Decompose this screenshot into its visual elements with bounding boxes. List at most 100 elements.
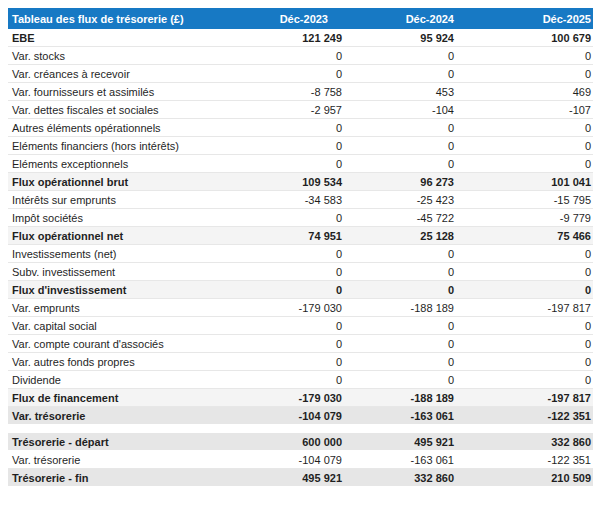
cell-value: -107: [456, 104, 593, 116]
row-label: Subv. investissement: [8, 266, 242, 278]
row-label: Var. trésorerie: [8, 410, 242, 422]
cell-value: 0: [242, 140, 344, 152]
cell-value: -163 061: [344, 410, 456, 422]
row-label: Var. emprunts: [8, 302, 242, 314]
cell-value: 74 951: [242, 230, 344, 242]
cell-value: 0: [344, 122, 456, 134]
row-label: Flux opérationnel net: [8, 230, 242, 242]
table-row: Investissements (net)000: [8, 245, 593, 263]
cashflow-table-body: EBE121 24995 924100 679Var. stocks000Var…: [8, 29, 593, 487]
row-label: Flux de financement: [8, 392, 242, 404]
row-label: Trésorerie - départ: [8, 436, 242, 448]
cell-value: 0: [242, 50, 344, 62]
cell-value: -104: [344, 104, 456, 116]
table-row: Intérêts sur emprunts-34 583-25 423-15 7…: [8, 191, 593, 209]
cell-value: 0: [344, 266, 456, 278]
cell-value: 0: [344, 158, 456, 170]
table-row: Flux d'investissement000: [8, 281, 593, 299]
cell-value: 0: [242, 158, 344, 170]
row-label: Autres éléments opérationnels: [8, 122, 242, 134]
cell-value: 0: [344, 140, 456, 152]
row-label: Investissements (net): [8, 248, 242, 260]
cell-value: 0: [456, 122, 593, 134]
cell-value: 0: [456, 374, 593, 386]
table-row: Var. emprunts-179 030-188 189-197 817: [8, 299, 593, 317]
table-row: Var. capital social000: [8, 317, 593, 335]
cell-value: 0: [456, 50, 593, 62]
cashflow-table: Tableau des flux de trésorerie (£) Déc-2…: [8, 8, 593, 487]
cell-value: 0: [242, 356, 344, 368]
cell-value: -188 189: [344, 302, 456, 314]
cell-value: 0: [242, 248, 344, 260]
cell-value: 0: [456, 248, 593, 260]
table-row: Var. dettes fiscales et sociales-2 957-1…: [8, 101, 593, 119]
cell-value: 0: [242, 374, 344, 386]
table-title: Tableau des flux de trésorerie (£): [8, 13, 242, 25]
cell-value: 0: [456, 320, 593, 332]
cell-value: 0: [242, 338, 344, 350]
cell-value: -104 079: [242, 454, 344, 466]
cell-value: -163 061: [344, 454, 456, 466]
table-row: Var. compte courant d'associés000: [8, 335, 593, 353]
cell-value: -197 817: [456, 392, 593, 404]
cell-value: 0: [344, 356, 456, 368]
cell-value: 0: [242, 320, 344, 332]
column-header-dec-2024: Déc-2024: [344, 13, 456, 25]
table-row: Impôt sociétés0-45 722-9 779: [8, 209, 593, 227]
table-row: Flux opérationnel net74 95125 12875 466: [8, 227, 593, 245]
row-label: Var. trésorerie: [8, 454, 242, 466]
table-row: Flux opérationnel brut109 53496 273101 0…: [8, 173, 593, 191]
row-label: Var. créances à recevoir: [8, 68, 242, 80]
cell-value: -8 758: [242, 86, 344, 98]
column-header-dec-2023: Déc-2023: [242, 13, 344, 25]
row-label: Flux d'investissement: [8, 284, 242, 296]
cell-value: 0: [344, 248, 456, 260]
table-row: Var. trésorerie-104 079-163 061-122 351: [8, 407, 593, 425]
table-row: Trésorerie - fin495 921332 860210 509: [8, 469, 593, 487]
cell-value: 332 860: [456, 436, 593, 448]
cell-value: 0: [344, 374, 456, 386]
cell-value: 0: [344, 50, 456, 62]
cell-value: 495 921: [344, 436, 456, 448]
row-label: Var. fournisseurs et assimilés: [8, 86, 242, 98]
cell-value: -179 030: [242, 392, 344, 404]
cell-value: -104 079: [242, 410, 344, 422]
cell-value: -188 189: [344, 392, 456, 404]
table-row: Subv. investissement000: [8, 263, 593, 281]
cell-value: 0: [344, 338, 456, 350]
cell-value: -122 351: [456, 454, 593, 466]
table-header: Tableau des flux de trésorerie (£) Déc-2…: [8, 8, 593, 29]
cell-value: 469: [456, 86, 593, 98]
table-row: Var. créances à recevoir000: [8, 65, 593, 83]
cell-value: 332 860: [344, 472, 456, 484]
cell-value: 210 509: [456, 472, 593, 484]
cell-value: 0: [456, 140, 593, 152]
table-row: Eléments exceptionnels000: [8, 155, 593, 173]
table-row: EBE121 24995 924100 679: [8, 29, 593, 47]
cell-value: -25 423: [344, 194, 456, 206]
table-row: Var. fournisseurs et assimilés-8 7584534…: [8, 83, 593, 101]
cell-value: 95 924: [344, 32, 456, 44]
table-row: Trésorerie - départ600 000495 921332 860: [8, 433, 593, 451]
row-label: EBE: [8, 32, 242, 44]
cell-value: -197 817: [456, 302, 593, 314]
cell-value: -122 351: [456, 410, 593, 422]
cell-value: 0: [344, 320, 456, 332]
row-label: Var. capital social: [8, 320, 242, 332]
row-label: Intérêts sur emprunts: [8, 194, 242, 206]
cell-value: -34 583: [242, 194, 344, 206]
cell-value: 0: [344, 68, 456, 80]
table-row: Flux de financement-179 030-188 189-197 …: [8, 389, 593, 407]
cell-value: 75 466: [456, 230, 593, 242]
cell-value: -2 957: [242, 104, 344, 116]
cell-value: 25 128: [344, 230, 456, 242]
cell-value: 495 921: [242, 472, 344, 484]
cell-value: -179 030: [242, 302, 344, 314]
cell-value: 0: [242, 284, 344, 296]
cell-value: 0: [242, 68, 344, 80]
row-label: Eléments financiers (hors intérêts): [8, 140, 242, 152]
row-label: Trésorerie - fin: [8, 472, 242, 484]
table-row: Var. stocks000: [8, 47, 593, 65]
cell-value: -9 779: [456, 212, 593, 224]
cell-value: 0: [456, 338, 593, 350]
